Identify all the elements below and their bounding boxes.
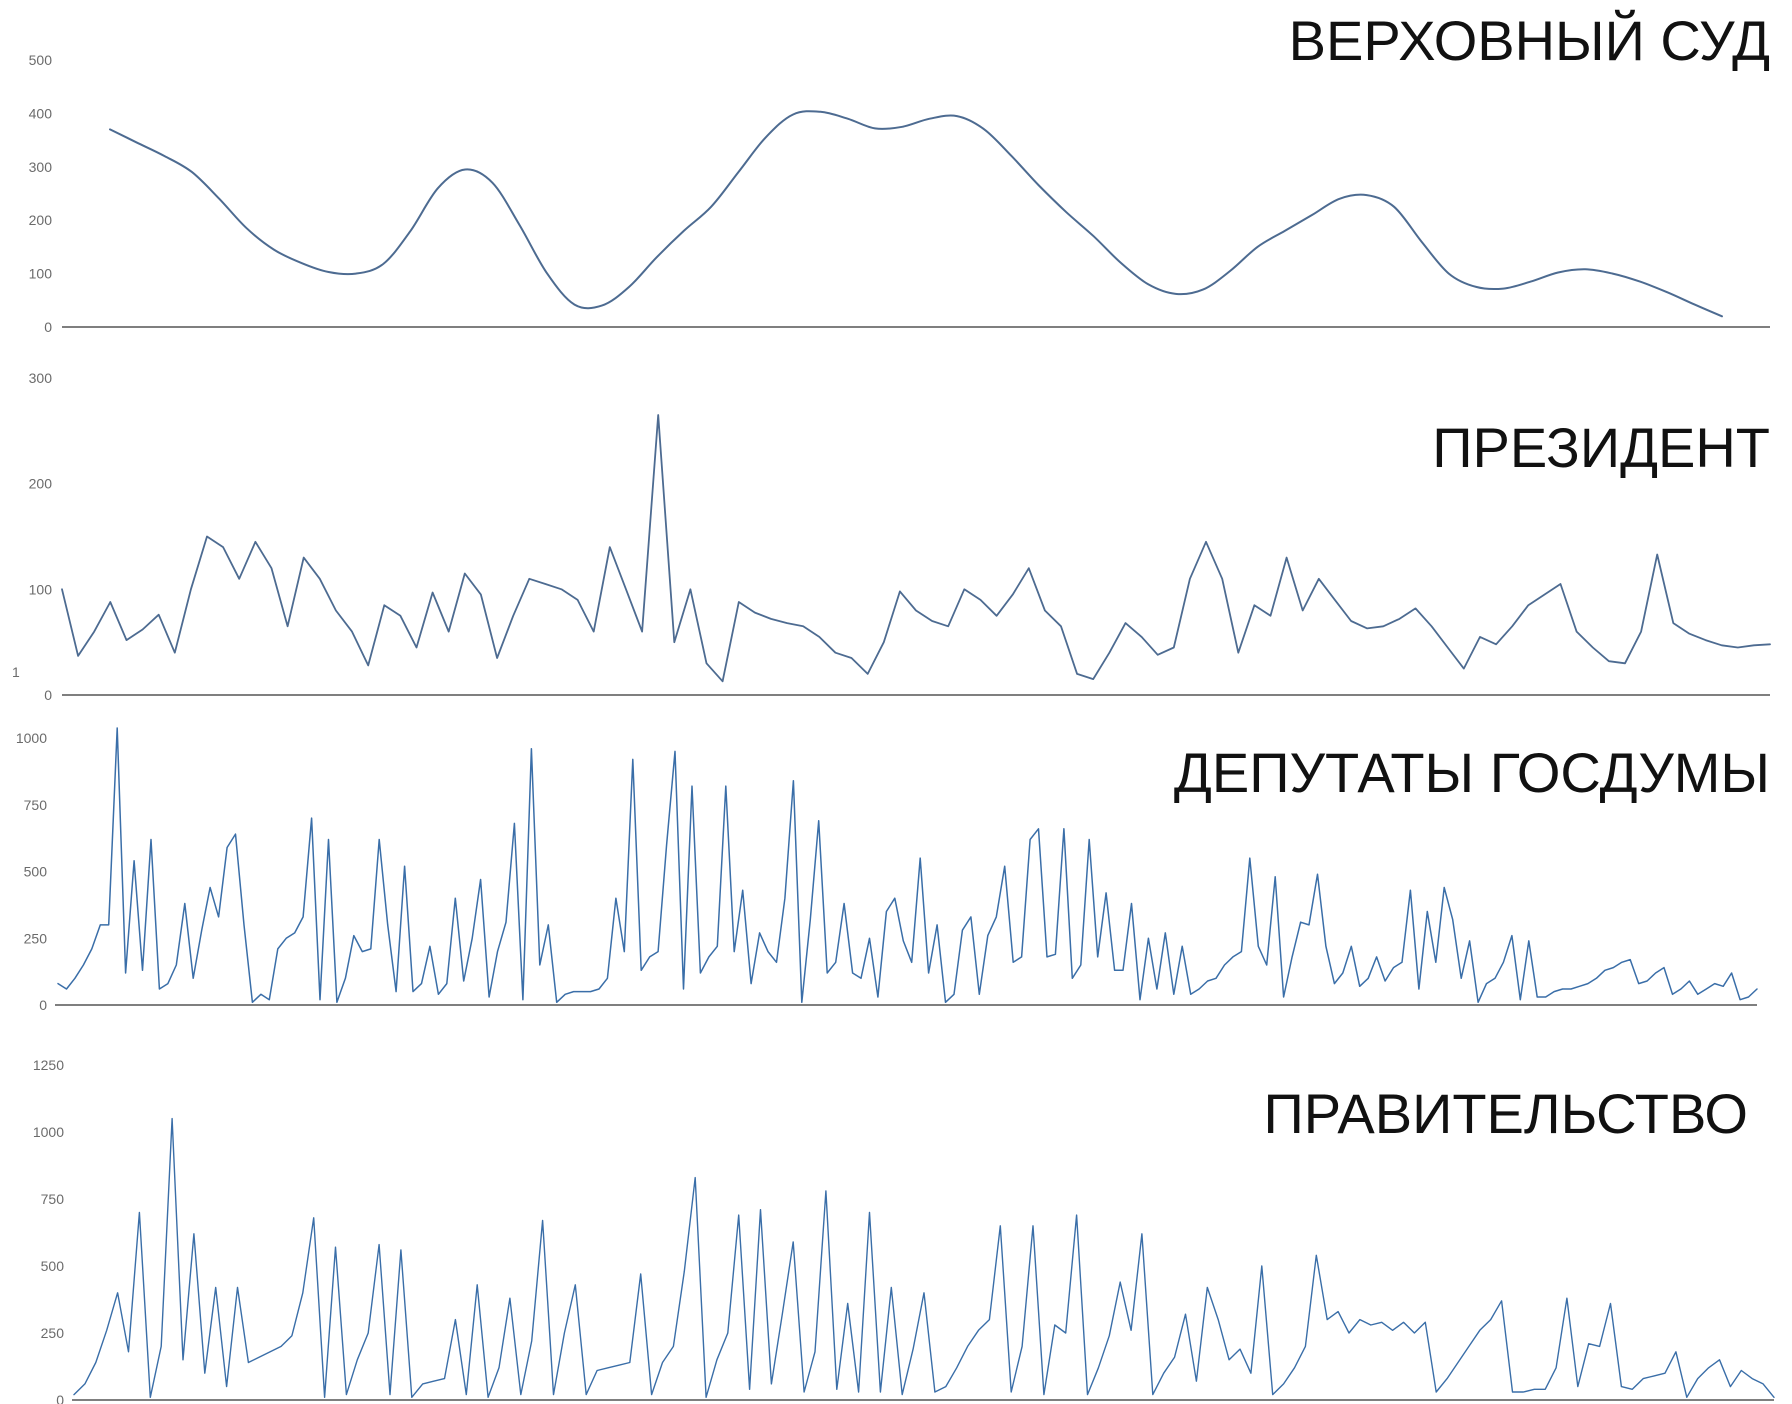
chart-panel-president: ПРЕЗИДЕНТ 1 0 100 200 300: [12, 370, 1771, 703]
chart-title-government: ПРАВИТЕЛЬСТВО: [1264, 1082, 1748, 1145]
series-line-government: [73, 1117, 1775, 1398]
y-tick-label: 200: [29, 476, 53, 492]
chart-panel-government: ПРАВИТЕЛЬСТВО 0 250 500 750 1000 1250: [33, 1057, 1775, 1404]
chart-title-supreme-court: ВЕРХОВНЫЙ СУД: [1289, 9, 1770, 72]
y-tick-label: 750: [41, 1191, 65, 1207]
y-tick-label: 1000: [33, 1124, 64, 1140]
y-tick-label: 250: [41, 1325, 65, 1341]
series-line-president: [61, 414, 1771, 683]
y-tick-label: 0: [56, 1392, 64, 1404]
y-tick-label: 750: [24, 797, 48, 813]
y-tick-label: 500: [29, 52, 53, 68]
chart-title-duma-deputies: ДЕПУТАТЫ ГОСДУМЫ: [1174, 741, 1770, 804]
chart-title-president: ПРЕЗИДЕНТ: [1432, 416, 1770, 479]
chart-panel-duma-deputies: ДЕПУТАТЫ ГОСДУМЫ 0 250 500 750 1000: [16, 727, 1770, 1013]
y-tick-label: 0: [39, 997, 47, 1013]
y-tick-label: 400: [29, 105, 53, 121]
y-tick-label: 500: [24, 864, 48, 880]
y-tick-label: 100: [29, 581, 53, 597]
y-tick-label: 250: [24, 930, 48, 946]
chart-panel-supreme-court: ВЕРХОВНЫЙ СУД 0 100 200 300 400 500: [29, 9, 1770, 335]
y-tick-label: 300: [29, 370, 53, 386]
y-tick-label: 0: [44, 319, 52, 335]
series-line-supreme-court: [109, 110, 1723, 318]
y-tick-label: 1250: [33, 1057, 64, 1073]
extra-axis-label: 1: [12, 664, 20, 680]
y-tick-label: 500: [41, 1258, 65, 1274]
y-tick-label: 100: [29, 266, 53, 282]
series-line-duma-deputies: [57, 727, 1758, 1004]
y-tick-label: 200: [29, 212, 53, 228]
y-tick-label: 1000: [16, 730, 47, 746]
y-tick-label: 0: [44, 687, 52, 703]
y-tick-label: 300: [29, 159, 53, 175]
